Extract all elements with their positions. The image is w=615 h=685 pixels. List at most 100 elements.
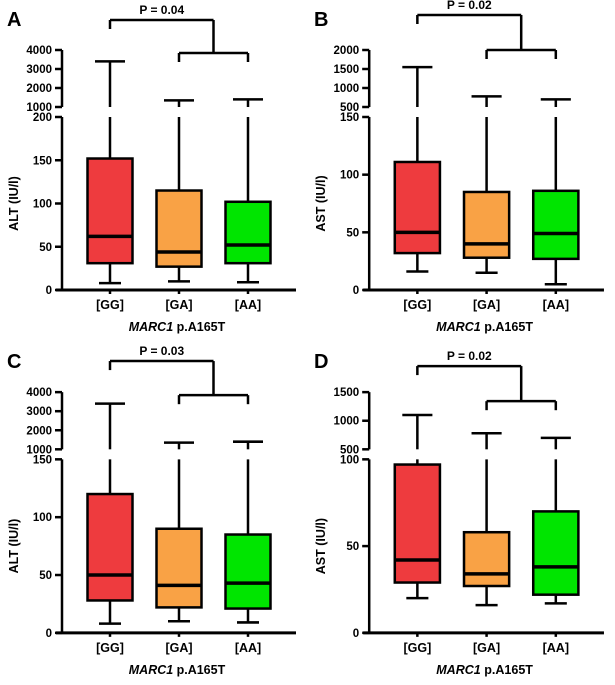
y-tick-label: 0 xyxy=(46,628,52,640)
box-gg xyxy=(86,402,134,625)
boxplot-panel-d: D 500 1000 1500 0 50 100 AST (IU/l) [GG] [GA] [AA]… xyxy=(314,349,604,677)
x-category-label: [GG] xyxy=(96,298,124,312)
y-tick-label: 1000 xyxy=(334,416,360,428)
panel-letter: C xyxy=(7,351,21,373)
significance-bracket: P = 0.04 xyxy=(108,3,250,62)
y-tick-label: 50 xyxy=(39,570,52,582)
panel-c: C 1000 2000 3000 4000 0 50 100 150 ALT (IU/l) [GG]… xyxy=(0,342,307,685)
y-tick-label: 4000 xyxy=(26,387,52,399)
x-axis: [GG] [GA] [AA] MARC1 p.A165T xyxy=(363,288,604,334)
p-value-label: P = 0.04 xyxy=(139,3,184,17)
y-axis-lower-segment: 0 50 100 150 200 xyxy=(33,112,64,297)
panel-letter: D xyxy=(314,351,328,373)
x-category-label: [AA] xyxy=(543,298,569,312)
box-aa xyxy=(224,440,272,624)
box-aa xyxy=(224,98,272,284)
box-rect xyxy=(462,530,511,588)
box-rect xyxy=(86,157,134,265)
panel-d: D 500 1000 1500 0 50 100 AST (IU/l) [GG] [GA] [AA]… xyxy=(307,342,615,685)
x-category-label: [AA] xyxy=(543,641,569,655)
y-axis-upper-segment: 1000 2000 3000 4000 xyxy=(26,45,64,114)
y-tick-label: 50 xyxy=(346,227,359,239)
y-axis-upper-segment: 500 1000 1500 xyxy=(334,387,371,456)
x-axis-title: MARC1 p.A165T xyxy=(436,663,533,677)
y-axis-upper-segment: 1000 2000 3000 4000 xyxy=(26,387,64,456)
panel-a: A 1000 2000 3000 4000 0 50 100 150 200 ALT (IU/l) [… xyxy=(0,0,307,342)
box-ga xyxy=(155,99,203,283)
box-rect xyxy=(393,463,442,584)
y-tick-label: 0 xyxy=(46,285,52,297)
y-tick-label: 1000 xyxy=(26,444,52,456)
box-gg xyxy=(393,413,442,600)
significance-bracket: P = 0.03 xyxy=(108,344,250,405)
y-axis-title: AST (IU/l) xyxy=(314,175,328,231)
x-category-label: [GA] xyxy=(473,298,500,312)
box-ga xyxy=(155,441,203,623)
y-tick-label: 0 xyxy=(353,628,359,640)
box-rect xyxy=(155,189,203,268)
y-tick-label: 200 xyxy=(33,112,52,124)
y-tick-label: 150 xyxy=(340,112,359,124)
y-axis-lower-segment: 0 50 100 xyxy=(340,454,371,640)
box-rect xyxy=(531,510,580,596)
box-gg xyxy=(86,60,134,285)
panel-b: B 500 1000 1500 2000 0 50 100 150 AST (IU/l) [GG][… xyxy=(307,0,615,342)
y-tick-label: 1000 xyxy=(334,83,360,95)
x-category-label: [GA] xyxy=(165,641,192,655)
y-tick-label: 500 xyxy=(340,102,359,114)
box-rect xyxy=(224,533,272,610)
x-axis-title: MARC1 p.A165T xyxy=(436,320,533,334)
y-tick-label: 500 xyxy=(340,444,359,456)
boxplot-panel-c: C 1000 2000 3000 4000 0 50 100 150 ALT (IU/l) [GG]… xyxy=(7,344,296,677)
x-axis-title: MARC1 p.A165T xyxy=(129,663,226,677)
y-tick-label: 2000 xyxy=(26,425,52,437)
box-aa xyxy=(531,98,580,286)
y-tick-label: 50 xyxy=(346,541,359,553)
y-tick-label: 3000 xyxy=(26,64,52,76)
box-rect xyxy=(224,200,272,265)
boxplot-panel-a: A 1000 2000 3000 4000 0 50 100 150 200 ALT (IU/l) [… xyxy=(7,3,296,334)
x-category-label: [AA] xyxy=(235,641,261,655)
y-axis-lower-segment: 0 50 100 150 xyxy=(33,454,64,640)
y-tick-label: 100 xyxy=(33,199,52,211)
x-axis: [GG] [GA] [AA] MARC1 p.A165T xyxy=(56,288,296,334)
y-tick-label: 100 xyxy=(33,512,52,524)
y-axis-title: ALT (IU/l) xyxy=(7,519,21,574)
y-tick-label: 3000 xyxy=(26,406,52,418)
y-axis-lower-segment: 0 50 100 150 xyxy=(340,112,371,297)
x-category-label: [AA] xyxy=(235,298,261,312)
panel-letter: B xyxy=(314,9,328,31)
y-tick-label: 2000 xyxy=(334,45,360,57)
y-tick-label: 2000 xyxy=(26,83,52,95)
y-tick-label: 1500 xyxy=(334,64,360,76)
box-rect xyxy=(393,160,442,255)
y-tick-label: 0 xyxy=(353,285,359,297)
box-rect xyxy=(86,492,134,602)
x-axis: [GG] [GA] [AA] MARC1 p.A165T xyxy=(56,631,296,677)
y-axis-title: ALT (IU/l) xyxy=(7,176,21,231)
box-ga xyxy=(462,95,511,274)
y-tick-label: 4000 xyxy=(26,45,52,57)
significance-bracket: P = 0.02 xyxy=(416,0,558,59)
box-rect xyxy=(531,189,580,261)
y-tick-label: 150 xyxy=(33,155,52,167)
p-value-label: P = 0.03 xyxy=(139,344,184,358)
y-tick-label: 1500 xyxy=(334,387,360,399)
significance-bracket: P = 0.02 xyxy=(416,349,558,411)
x-category-label: [GG] xyxy=(403,641,431,655)
panel-letter: A xyxy=(7,9,21,31)
y-tick-label: 1000 xyxy=(26,102,52,114)
y-tick-label: 100 xyxy=(340,454,359,466)
box-rect xyxy=(155,527,203,609)
y-axis-upper-segment: 500 1000 1500 2000 xyxy=(334,45,371,114)
y-tick-label: 150 xyxy=(33,454,52,466)
p-value-label: P = 0.02 xyxy=(447,0,492,12)
x-category-label: [GG] xyxy=(96,641,124,655)
x-axis-title: MARC1 p.A165T xyxy=(129,320,226,334)
x-category-label: [GA] xyxy=(473,641,500,655)
box-aa xyxy=(531,436,580,605)
x-category-label: [GG] xyxy=(403,298,431,312)
y-tick-label: 50 xyxy=(39,242,52,254)
